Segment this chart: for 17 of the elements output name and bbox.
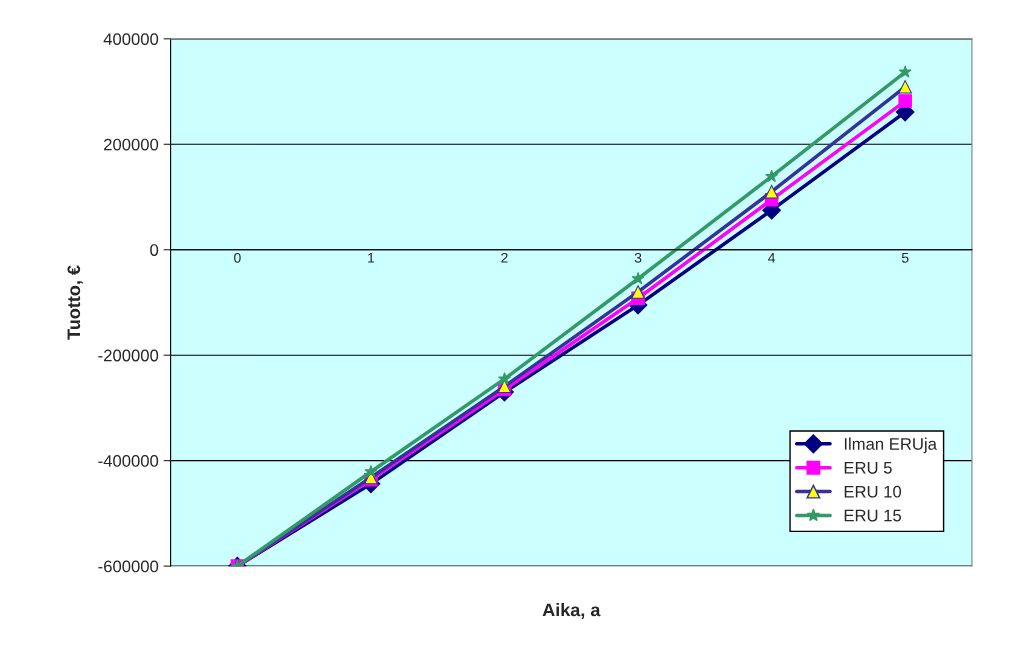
y-axis-title: Tuotto, € — [67, 265, 83, 340]
y-tick-label: 200000 — [104, 138, 159, 151]
x-axis-title: Aika, a — [542, 603, 601, 619]
x-tick-label: 3 — [634, 252, 642, 263]
x-tick-label: 2 — [501, 252, 508, 263]
y-tick-label: -200000 — [98, 349, 159, 362]
x-tick-label: 0 — [234, 252, 241, 263]
x-tick-label: 5 — [901, 253, 909, 263]
x-tick-label: 4 — [768, 253, 776, 263]
legend-label: ERU 15 — [844, 509, 902, 522]
x-tick-label: 1 — [368, 253, 375, 263]
legend-label: Ilman ERUja — [844, 437, 937, 454]
y-tick-label: -600000 — [98, 560, 159, 573]
y-tick-label: 400000 — [103, 33, 159, 46]
y-tick-label: -400000 — [98, 455, 159, 467]
legend-label: ERU 5 — [844, 462, 892, 474]
legend-label: ERU 10 — [844, 485, 902, 498]
